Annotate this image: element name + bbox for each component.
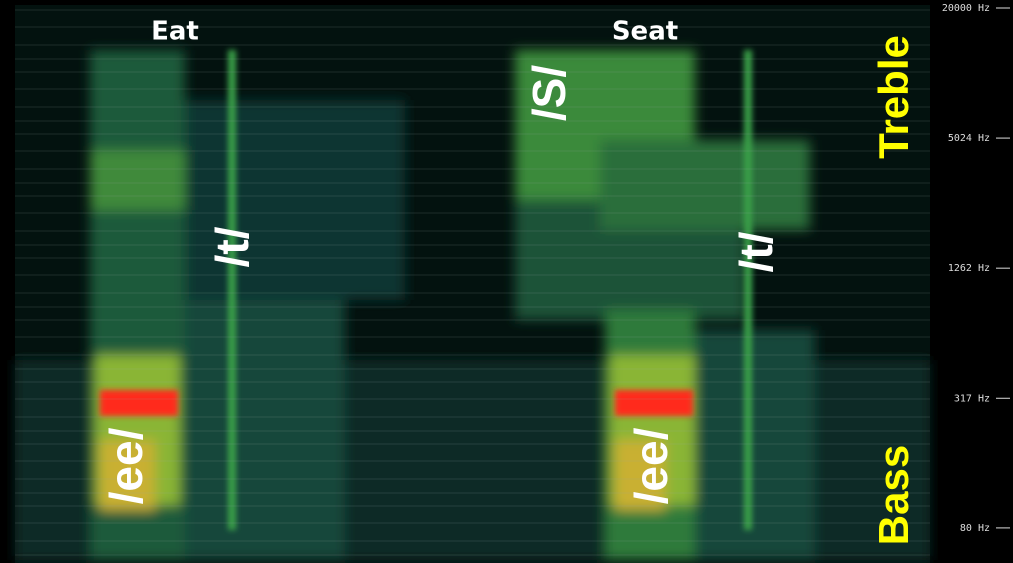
annotation: /S/ [523,65,575,121]
annotation: /t/ [206,226,258,267]
annotation: /ee/ [100,427,152,504]
y-tick-label: 20000 Hz [942,3,990,14]
chart: 20000 Hz 5024 Hz 1262 Hz 317 Hz 80 Hz Eat Sea… [0,0,1013,563]
annotation: Seat [612,17,678,47]
y-tick-label: 5024 Hz [948,133,990,144]
annotation: /ee/ [625,427,677,504]
y-tick-label: 80 Hz [960,523,990,534]
y-tick-label: 1262 Hz [948,263,990,274]
annotation: Bass [870,445,917,545]
annotation: Treble [870,35,917,159]
annotation: Eat [151,17,199,47]
annotation: /t/ [730,231,782,272]
y-tick-label: 317 Hz [954,393,990,404]
